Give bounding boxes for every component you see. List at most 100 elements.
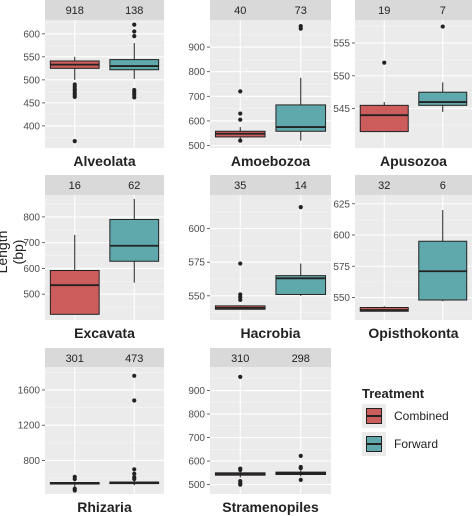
group-count-label: 40 bbox=[234, 5, 246, 17]
y-tick-label: 600 bbox=[188, 116, 205, 127]
box-forward: 14 bbox=[275, 180, 327, 296]
outlier-point bbox=[238, 261, 243, 266]
outlier-point bbox=[72, 138, 77, 144]
facet-strip bbox=[210, 175, 331, 195]
group-count-label: 16 bbox=[69, 180, 81, 192]
outlier-point bbox=[298, 453, 303, 458]
y-tick-label: 800 bbox=[23, 456, 40, 467]
panel-background bbox=[45, 367, 164, 494]
outlier-point bbox=[72, 476, 77, 482]
facet-title: Rhizaria bbox=[77, 499, 132, 515]
legend-title: Treatment bbox=[362, 386, 425, 401]
facet-title: Excavata bbox=[74, 325, 135, 341]
legend-key-forward bbox=[362, 432, 386, 456]
group-count-label: 35 bbox=[234, 180, 246, 192]
outlier-point bbox=[132, 373, 137, 378]
y-tick-label: 1600 bbox=[18, 385, 41, 396]
box-iqr bbox=[109, 218, 160, 262]
y-tick-label: 575 bbox=[333, 262, 350, 273]
facet-strip bbox=[355, 175, 472, 195]
facet-strip bbox=[210, 0, 331, 20]
group-count-label: 301 bbox=[66, 353, 84, 365]
outlier-point bbox=[132, 398, 137, 403]
y-tick-label: 625 bbox=[333, 199, 350, 210]
y-tick-label: 400 bbox=[23, 121, 40, 132]
outlier-point bbox=[298, 26, 303, 31]
panel-background bbox=[45, 20, 164, 148]
y-tick-label: 600 bbox=[23, 264, 40, 275]
panel-stramenopiles: 500 600 700 800 900 310 298 Stramenopiles bbox=[188, 348, 331, 515]
box-forward: 298 bbox=[275, 353, 327, 482]
outlier-point bbox=[132, 471, 137, 476]
legend-label-forward: Forward bbox=[394, 437, 439, 451]
y-tick-label: 555 bbox=[333, 38, 350, 49]
outlier-point bbox=[298, 477, 303, 482]
outlier-point bbox=[238, 482, 243, 487]
outlier-point bbox=[132, 95, 137, 100]
y-tick-label: 575 bbox=[188, 258, 205, 269]
y-tick-label: 500 bbox=[188, 141, 205, 152]
box-combined: 32 bbox=[359, 180, 409, 312]
y-tick-label: 700 bbox=[188, 92, 205, 103]
facet-strip bbox=[45, 348, 164, 368]
box-iqr bbox=[49, 270, 100, 315]
y-tick-label: 450 bbox=[23, 98, 40, 109]
box-combined: 19 bbox=[359, 5, 409, 133]
outlier-point bbox=[238, 138, 243, 143]
outlier-point bbox=[132, 476, 137, 482]
group-count-label: 19 bbox=[378, 5, 390, 17]
outlier-point bbox=[238, 89, 243, 94]
y-tick-label: 550 bbox=[333, 293, 350, 304]
box-forward: 6 bbox=[418, 180, 468, 302]
group-count-label: 918 bbox=[66, 5, 84, 17]
box-combined: 301 bbox=[49, 353, 100, 493]
outlier-point bbox=[132, 29, 137, 34]
y-tick-label: 1200 bbox=[18, 421, 41, 432]
facet-title: Stramenopiles bbox=[222, 499, 319, 515]
legend-item-forward: Forward bbox=[362, 431, 449, 457]
facet-title: Alveolata bbox=[73, 153, 135, 169]
box-forward: 7 bbox=[418, 5, 468, 112]
outlier-point bbox=[382, 60, 387, 65]
facet-title: Opisthokonta bbox=[368, 325, 458, 341]
facet-strip bbox=[355, 0, 472, 20]
facet-strip bbox=[210, 348, 331, 368]
panel-rhizaria: 800 1200 1600 301 473 Rhizaria bbox=[18, 348, 164, 515]
y-tick-label: 600 bbox=[188, 457, 205, 468]
group-count-label: 6 bbox=[440, 180, 446, 192]
outlier-point bbox=[238, 467, 243, 473]
y-tick-label: 800 bbox=[188, 67, 205, 78]
outlier-point bbox=[72, 94, 77, 99]
box-forward: 473 bbox=[109, 353, 160, 486]
outlier-point bbox=[238, 297, 243, 302]
panel-hacrobia: 550 575 600 35 14 Hacrobia bbox=[188, 175, 331, 341]
outlier-point bbox=[298, 466, 303, 471]
y-tick-label: 500 bbox=[188, 480, 205, 491]
facet-title: Hacrobia bbox=[241, 325, 301, 341]
panel-background bbox=[210, 195, 331, 320]
y-tick-label: 545 bbox=[333, 104, 350, 115]
outlier-point bbox=[72, 488, 77, 493]
group-count-label: 298 bbox=[292, 353, 310, 365]
y-tick-label: 550 bbox=[188, 291, 205, 302]
group-count-label: 138 bbox=[125, 5, 143, 17]
y-tick-label: 700 bbox=[188, 433, 205, 444]
panel-amoebozoa: 500 600 700 800 900 40 73 Amoebozoa bbox=[188, 0, 331, 169]
legend-key-combined bbox=[362, 404, 386, 428]
box-combined: 16 bbox=[49, 180, 100, 315]
outlier-point bbox=[298, 204, 303, 210]
box-iqr bbox=[109, 59, 160, 71]
group-count-label: 7 bbox=[440, 5, 446, 17]
box-combined: 35 bbox=[214, 180, 266, 310]
y-tick-label: 500 bbox=[23, 290, 40, 301]
y-tick-label: 600 bbox=[333, 231, 350, 242]
outlier-point bbox=[132, 22, 137, 27]
y-tick-label: 900 bbox=[188, 43, 205, 54]
box-iqr bbox=[359, 104, 409, 133]
group-count-label: 473 bbox=[125, 353, 143, 365]
group-count-label: 14 bbox=[295, 180, 307, 192]
panel-excavata: 500 600 700 800 16 62 Excavata bbox=[23, 175, 164, 341]
box-combined: 40 bbox=[214, 5, 266, 143]
facet-strip bbox=[45, 0, 164, 20]
